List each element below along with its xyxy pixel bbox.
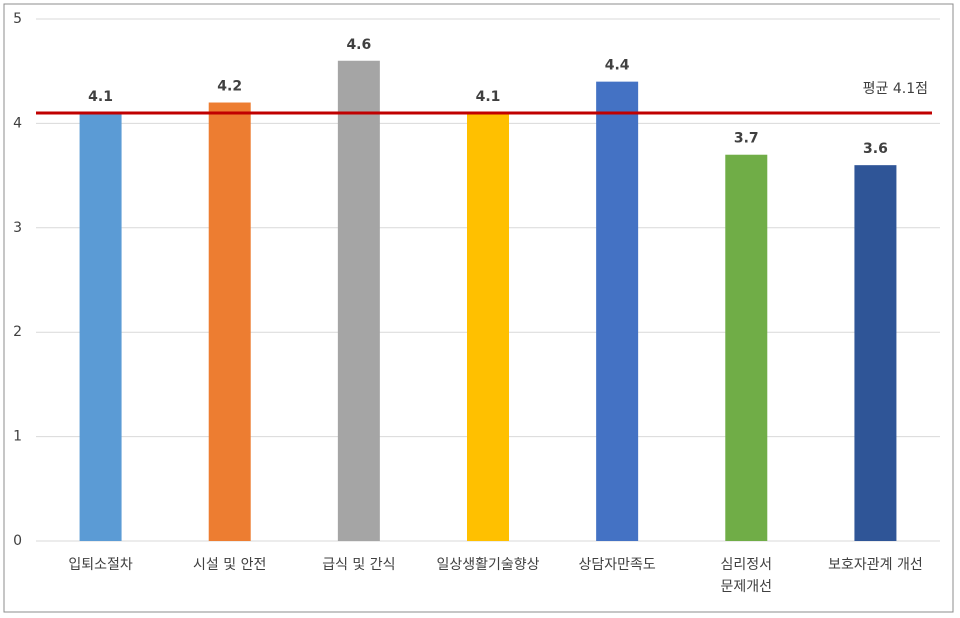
bar — [725, 154, 768, 541]
value-label: 3.6 — [863, 141, 888, 157]
bar — [596, 81, 639, 541]
bar — [208, 102, 251, 542]
y-tick-label: 2 — [13, 324, 22, 340]
value-label: 4.1 — [88, 89, 113, 105]
value-label: 4.2 — [217, 79, 242, 95]
y-tick-label: 3 — [13, 220, 22, 236]
x-tick-label: 급식 및 간식 — [322, 557, 396, 573]
x-tick-label: 입퇴소절차 — [68, 557, 133, 573]
reference-label: 평균 4.1점 — [863, 81, 928, 97]
value-label: 4.6 — [346, 37, 371, 53]
x-tick-label: 일상생활기술향상 — [436, 557, 540, 573]
bar — [337, 60, 380, 541]
x-tick-label: 상담자만족도 — [578, 557, 656, 573]
x-tick-label: 보호자관계 개선 — [828, 557, 923, 573]
value-label: 4.4 — [605, 58, 630, 74]
bar — [79, 112, 122, 542]
value-label: 4.1 — [476, 89, 501, 105]
value-label: 3.7 — [734, 131, 759, 147]
bar — [854, 165, 897, 541]
bar — [467, 112, 509, 542]
x-tick-label: 심리정서 문제개선 — [720, 557, 773, 595]
y-tick-label: 1 — [13, 429, 22, 445]
y-tick-label: 5 — [13, 11, 22, 27]
y-tick-label: 0 — [13, 533, 22, 549]
y-tick-label: 4 — [13, 115, 22, 131]
x-tick-label: 시설 및 안전 — [193, 557, 267, 573]
